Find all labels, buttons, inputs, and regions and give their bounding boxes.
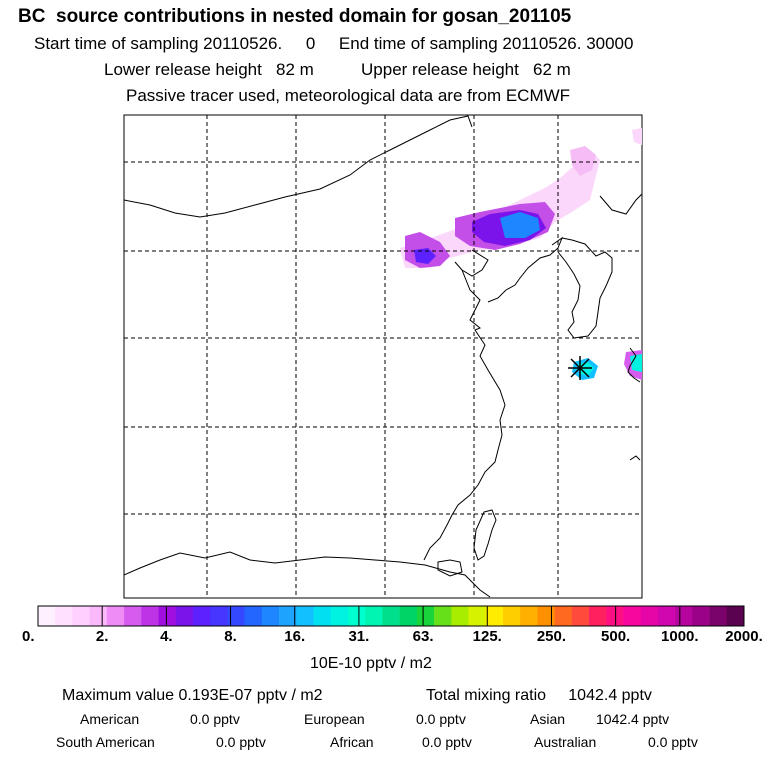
colorbar-unit: 10E-10 pptv / m2 [310,655,432,672]
colorbar-cell [279,606,297,626]
colorbar-cell [330,606,349,626]
colorbar-cell [640,606,659,626]
colorbar-cell [210,606,228,626]
coastlines [123,115,643,598]
colorbar-cell [589,606,607,626]
colorbar-cell [382,606,400,626]
colorbar-cell [537,606,555,626]
colorbar-cell [675,606,693,626]
colorbar-tick-label: 8. [224,628,237,645]
colorbar-cell [347,606,366,626]
european-label: European [304,711,365,727]
colorbar-tick-label: 4. [160,628,173,645]
colorbar-cell [227,606,245,626]
colorbar-cell [657,606,676,626]
colorbar-tick-label: 125. [472,628,502,645]
colorbar-tick-label: 16. [284,628,306,645]
south-american-label: South American [56,734,155,750]
colorbar-cell [571,606,590,626]
colorbar-cell [434,606,452,626]
colorbar-cell [158,606,177,626]
colorbar-cell [399,606,418,626]
colorbar-cell [141,606,159,626]
colorbar-cell [520,606,538,626]
colorbar-cell [709,606,728,626]
map-title: BC source contributions in nested domain… [18,6,572,27]
asian-label: Asian [530,711,566,727]
colorbar-tick-label: 500. [601,628,631,645]
colorbar-cell [554,606,573,626]
colorbar-tick-label: 2000. [725,628,763,645]
colorbar-cell [38,606,56,626]
colorbar-cell [72,606,90,626]
colorbar-cell [192,606,211,626]
colorbar-cell [623,606,641,626]
sampling-time-line: Start time of sampling 20110526. 0 End t… [34,34,634,53]
south-american-value: 0.0 pptv [216,734,266,750]
colorbar-cell [692,606,710,626]
colorbar-cell [89,606,108,626]
colorbar-cell [313,606,332,626]
colorbar [37,605,745,627]
colorbar-cell [468,606,487,626]
american-value: 0.0 pptv [190,711,240,727]
australian-value: 0.0 pptv [648,734,698,750]
colorbar-border [37,605,745,627]
colorbar-cell [485,606,504,626]
colorbar-tick-label: 63. [412,628,434,645]
african-value: 0.0 pptv [422,734,472,750]
concentration-field [400,128,642,380]
colorbar-cell [106,606,125,626]
colorbar-tick-label: 0. [22,628,35,645]
colorbar-tick-label: 2. [95,628,109,645]
colorbar-tick-label: 31. [348,628,370,645]
maximum-value: Maximum value 0.193E-07 pptv / m2 [62,687,323,704]
colorbar-tick-label: 1000. [661,628,699,645]
colorbar-cell [502,606,521,626]
colorbar-cell [451,606,469,626]
colorbar-tick-label: 250. [536,628,567,645]
release-height-line: Lower release height 82 m Upper release … [104,60,571,79]
colorbar-cell [365,606,383,626]
american-label: American [80,711,140,727]
total-mixing-ratio: Total mixing ratio 1042.4 pptv [426,687,652,704]
colorbar-cell [55,606,73,626]
colorbar-cell [606,606,624,626]
colorbar-cell [175,606,194,626]
map-graticule [124,115,642,598]
european-value: 0.0 pptv [416,711,466,727]
tracer-info-line: Passive tracer used, meteorological data… [126,86,571,105]
australian-label: Australian [534,734,597,750]
colorbar-cell [244,606,263,626]
colorbar-cell [261,606,280,626]
colorbar-cell [124,606,142,626]
african-label: African [330,734,374,750]
colorbar-cell [726,606,745,626]
receptor-star-icon [568,356,592,380]
asian-value: 1042.4 pptv [596,711,670,727]
colorbar-cell [416,606,435,626]
colorbar-cell [296,606,314,626]
